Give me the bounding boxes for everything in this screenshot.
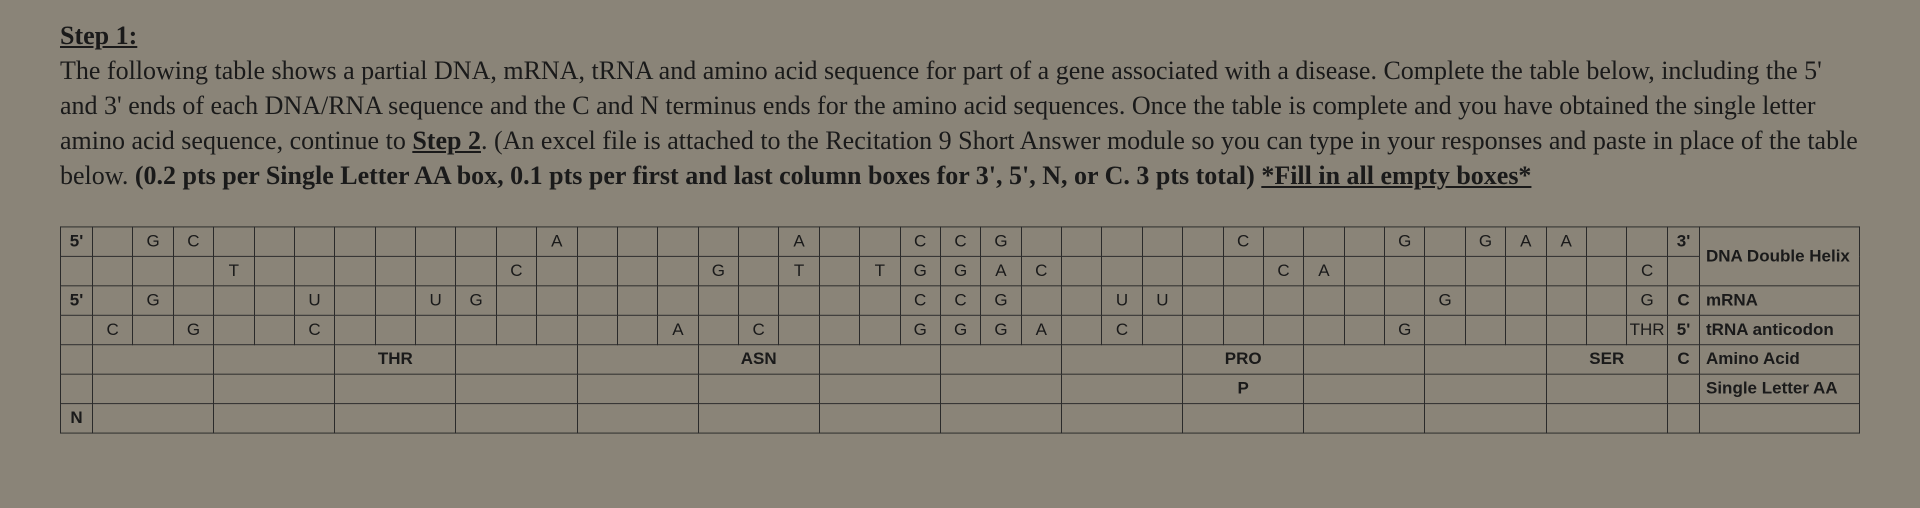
trna-row: CGCACGGGACG THR 5' tRNA anticodon xyxy=(61,316,1860,345)
label-trna: tRNA anticodon xyxy=(1700,316,1860,345)
label-amino: Amino Acid xyxy=(1700,345,1860,374)
step-1-heading: Step 1: xyxy=(60,21,137,50)
fill-note: *Fill in all empty boxes* xyxy=(1261,161,1531,190)
single-letter-row: P Single Letter AA xyxy=(61,375,1860,404)
label-dna: DNA Double Helix xyxy=(1700,227,1860,286)
dna-row-2: TCGTTGGACCAC xyxy=(61,257,1860,286)
mrna-row: 5' GUUGCCGUUGG C mRNA xyxy=(61,286,1860,315)
terminus-row: N xyxy=(61,404,1860,433)
label-single: Single Letter AA xyxy=(1700,375,1860,404)
label-mrna: mRNA xyxy=(1700,286,1860,315)
end-5prime: 5' xyxy=(61,227,93,256)
amino-acid-row: THR ASN PRO SER C Amino Acid xyxy=(61,345,1860,374)
points-text: (0.2 pts per Single Letter AA box, 0.1 p… xyxy=(135,161,1261,190)
dna-row-1: 5' GCAACCGCGGAA 3' DNA Double Helix xyxy=(61,227,1860,256)
sequence-table: 5' GCAACCGCGGAA 3' DNA Double Helix TCGT… xyxy=(60,227,1860,434)
instructions-paragraph: Step 1: The following table shows a part… xyxy=(60,18,1860,193)
step-2-link: Step 2 xyxy=(412,126,481,155)
n-terminus: N xyxy=(61,404,93,433)
end-3prime: 3' xyxy=(1668,227,1700,256)
